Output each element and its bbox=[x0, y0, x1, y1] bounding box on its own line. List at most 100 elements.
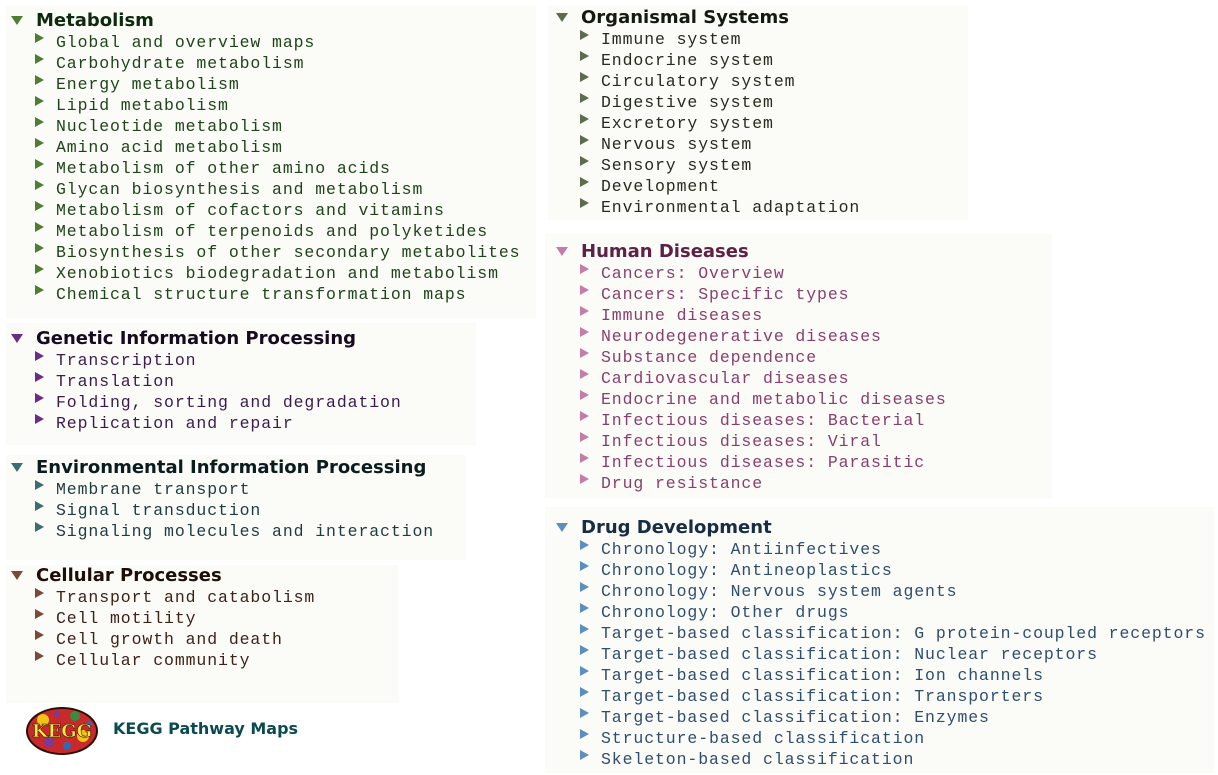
list-item[interactable]: Cell growth and death bbox=[35, 629, 283, 650]
expand-arrow-icon[interactable] bbox=[580, 305, 589, 316]
list-item[interactable]: Skeleton-based classification bbox=[580, 749, 914, 770]
list-item[interactable]: Biosynthesis of other secondary metaboli… bbox=[35, 242, 520, 263]
expand-arrow-icon[interactable] bbox=[35, 479, 44, 490]
expand-arrow-icon[interactable] bbox=[35, 650, 44, 661]
list-item-label[interactable]: Cancers: Overview bbox=[601, 264, 785, 283]
list-item[interactable]: Target-based classification: Nuclear rec… bbox=[580, 644, 1098, 665]
environmental-header[interactable]: Environmental Information Processing bbox=[11, 457, 426, 478]
expand-arrow-icon[interactable] bbox=[580, 728, 589, 739]
list-item-label[interactable]: Excretory system bbox=[601, 114, 774, 133]
expand-arrow-icon[interactable] bbox=[35, 158, 44, 169]
list-item-label[interactable]: Energy metabolism bbox=[56, 75, 240, 94]
expand-arrow-icon[interactable] bbox=[580, 50, 589, 61]
expand-arrow-icon[interactable] bbox=[35, 137, 44, 148]
list-item[interactable]: Circulatory system bbox=[580, 71, 795, 92]
genetic-header[interactable]: Genetic Information Processing bbox=[11, 328, 356, 349]
expand-arrow-icon[interactable] bbox=[35, 95, 44, 106]
collapse-triangle-icon[interactable] bbox=[11, 334, 23, 343]
expand-arrow-icon[interactable] bbox=[580, 134, 589, 145]
list-item-label[interactable]: Nervous system bbox=[601, 135, 753, 154]
expand-arrow-icon[interactable] bbox=[580, 431, 589, 442]
expand-arrow-icon[interactable] bbox=[35, 284, 44, 295]
collapse-triangle-icon[interactable] bbox=[556, 13, 568, 22]
list-item[interactable]: Transcription bbox=[35, 350, 196, 371]
list-item[interactable]: Transport and catabolism bbox=[35, 587, 315, 608]
list-item-label[interactable]: Chronology: Antiinfectives bbox=[601, 540, 882, 559]
list-item-label[interactable]: Xenobiotics biodegradation and metabolis… bbox=[56, 264, 499, 283]
list-item-label[interactable]: Carbohydrate metabolism bbox=[56, 54, 305, 73]
expand-arrow-icon[interactable] bbox=[580, 665, 589, 676]
expand-arrow-icon[interactable] bbox=[35, 116, 44, 127]
list-item[interactable]: Immune system bbox=[580, 29, 741, 50]
list-item-label[interactable]: Cell growth and death bbox=[56, 630, 283, 649]
list-item[interactable]: Carbohydrate metabolism bbox=[35, 53, 304, 74]
list-item-label[interactable]: Transcription bbox=[56, 351, 197, 370]
expand-arrow-icon[interactable] bbox=[580, 155, 589, 166]
expand-arrow-icon[interactable] bbox=[35, 500, 44, 511]
list-item-label[interactable]: Cardiovascular diseases bbox=[601, 369, 850, 388]
list-item[interactable]: Cell motility bbox=[35, 608, 196, 629]
list-item[interactable]: Target-based classification: Ion channel… bbox=[580, 665, 1044, 686]
expand-arrow-icon[interactable] bbox=[580, 623, 589, 634]
expand-arrow-icon[interactable] bbox=[580, 263, 589, 274]
list-item-label[interactable]: Infectious diseases: Bacterial bbox=[601, 411, 926, 430]
list-item[interactable]: Development bbox=[580, 176, 720, 197]
expand-arrow-icon[interactable] bbox=[580, 347, 589, 358]
list-item-label[interactable]: Chronology: Antineoplastics bbox=[601, 561, 893, 580]
list-item-label[interactable]: Metabolism of other amino acids bbox=[56, 159, 391, 178]
collapse-triangle-icon[interactable] bbox=[556, 523, 568, 532]
list-item[interactable]: Signal transduction bbox=[35, 500, 261, 521]
list-item-label[interactable]: Signal transduction bbox=[56, 501, 262, 520]
list-item[interactable]: Cardiovascular diseases bbox=[580, 368, 849, 389]
expand-arrow-icon[interactable] bbox=[35, 350, 44, 361]
list-item[interactable]: Xenobiotics biodegradation and metabolis… bbox=[35, 263, 499, 284]
list-item-label[interactable]: Lipid metabolism bbox=[56, 96, 229, 115]
list-item[interactable]: Translation bbox=[35, 371, 175, 392]
collapse-triangle-icon[interactable] bbox=[11, 16, 23, 25]
expand-arrow-icon[interactable] bbox=[35, 74, 44, 85]
list-item-label[interactable]: Transport and catabolism bbox=[56, 588, 316, 607]
expand-arrow-icon[interactable] bbox=[35, 413, 44, 424]
list-item-label[interactable]: Endocrine and metabolic diseases bbox=[601, 390, 947, 409]
expand-arrow-icon[interactable] bbox=[35, 53, 44, 64]
expand-arrow-icon[interactable] bbox=[580, 92, 589, 103]
expand-arrow-icon[interactable] bbox=[580, 539, 589, 550]
list-item[interactable]: Cancers: Specific types bbox=[580, 284, 849, 305]
list-item-label[interactable]: Chronology: Other drugs bbox=[601, 603, 850, 622]
list-item[interactable]: Nucleotide metabolism bbox=[35, 116, 283, 137]
human-header[interactable]: Human Diseases bbox=[556, 241, 749, 262]
expand-arrow-icon[interactable] bbox=[35, 179, 44, 190]
list-item-label[interactable]: Immune diseases bbox=[601, 306, 764, 325]
genetic-title[interactable]: Genetic Information Processing bbox=[36, 328, 357, 349]
expand-arrow-icon[interactable] bbox=[580, 581, 589, 592]
list-item-label[interactable]: Infectious diseases: Viral bbox=[601, 432, 882, 451]
list-item-label[interactable]: Global and overview maps bbox=[56, 33, 316, 52]
list-item-label[interactable]: Metabolism of cofactors and vitamins bbox=[56, 201, 445, 220]
expand-arrow-icon[interactable] bbox=[580, 749, 589, 760]
list-item-label[interactable]: Amino acid metabolism bbox=[56, 138, 283, 157]
list-item[interactable]: Excretory system bbox=[580, 113, 774, 134]
expand-arrow-icon[interactable] bbox=[35, 200, 44, 211]
list-item-label[interactable]: Neurodegenerative diseases bbox=[601, 327, 882, 346]
list-item[interactable]: Endocrine system bbox=[580, 50, 774, 71]
list-item[interactable]: Energy metabolism bbox=[35, 74, 240, 95]
list-item[interactable]: Lipid metabolism bbox=[35, 95, 229, 116]
expand-arrow-icon[interactable] bbox=[35, 221, 44, 232]
expand-arrow-icon[interactable] bbox=[35, 371, 44, 382]
expand-arrow-icon[interactable] bbox=[35, 587, 44, 598]
expand-arrow-icon[interactable] bbox=[580, 707, 589, 718]
cellular-title[interactable]: Cellular Processes bbox=[36, 565, 222, 586]
collapse-triangle-icon[interactable] bbox=[11, 571, 23, 580]
expand-arrow-icon[interactable] bbox=[580, 326, 589, 337]
list-item-label[interactable]: Target-based classification: Nuclear rec… bbox=[601, 645, 1098, 664]
expand-arrow-icon[interactable] bbox=[580, 113, 589, 124]
list-item[interactable]: Folding, sorting and degradation bbox=[35, 392, 402, 413]
expand-arrow-icon[interactable] bbox=[580, 473, 589, 484]
list-item[interactable]: Metabolism of cofactors and vitamins bbox=[35, 200, 445, 221]
list-item-label[interactable]: Replication and repair bbox=[56, 414, 294, 433]
list-item[interactable]: Chemical structure transformation maps bbox=[35, 284, 466, 305]
collapse-triangle-icon[interactable] bbox=[556, 247, 568, 256]
list-item[interactable]: Structure-based classification bbox=[580, 728, 925, 749]
list-item[interactable]: Target-based classification: Transporter… bbox=[580, 686, 1044, 707]
list-item-label[interactable]: Metabolism of terpenoids and polyketides bbox=[56, 222, 489, 241]
